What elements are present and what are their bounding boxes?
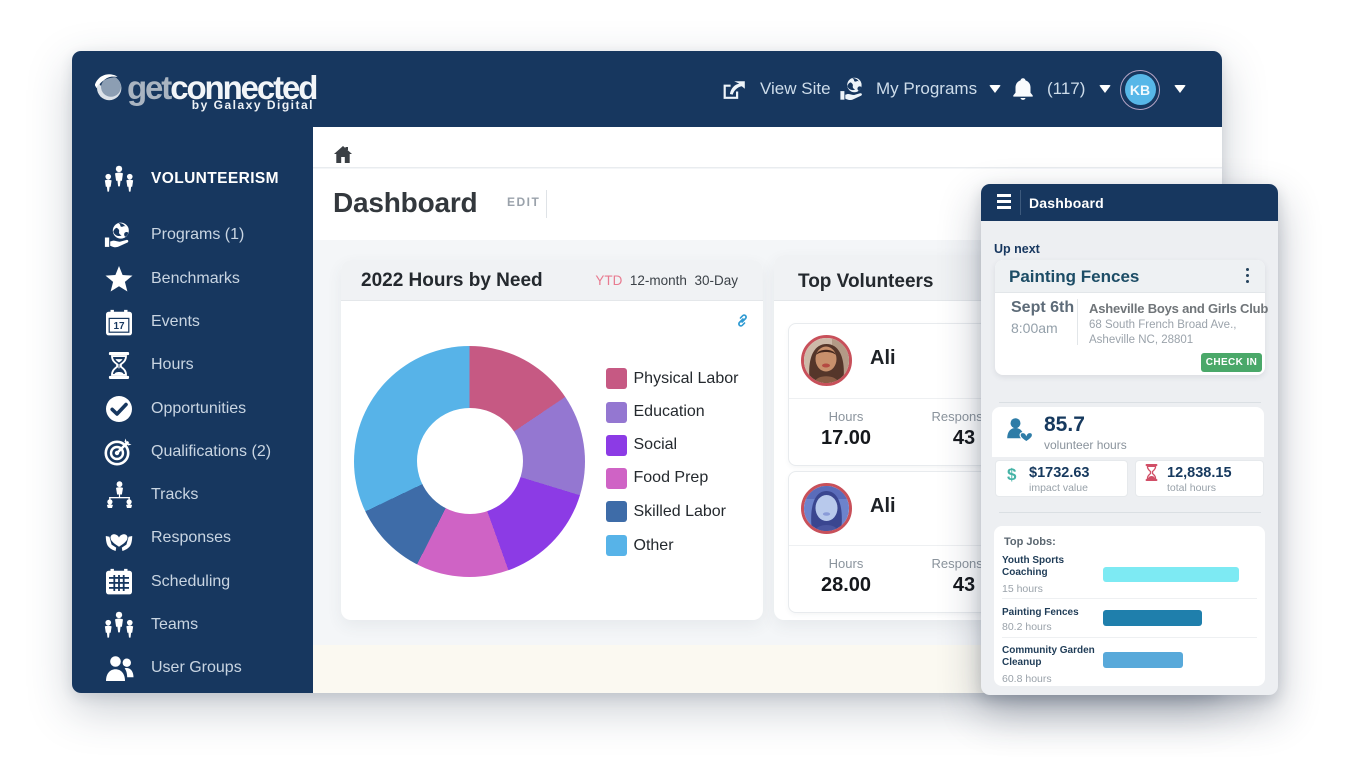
svg-text:17: 17 <box>113 321 125 332</box>
